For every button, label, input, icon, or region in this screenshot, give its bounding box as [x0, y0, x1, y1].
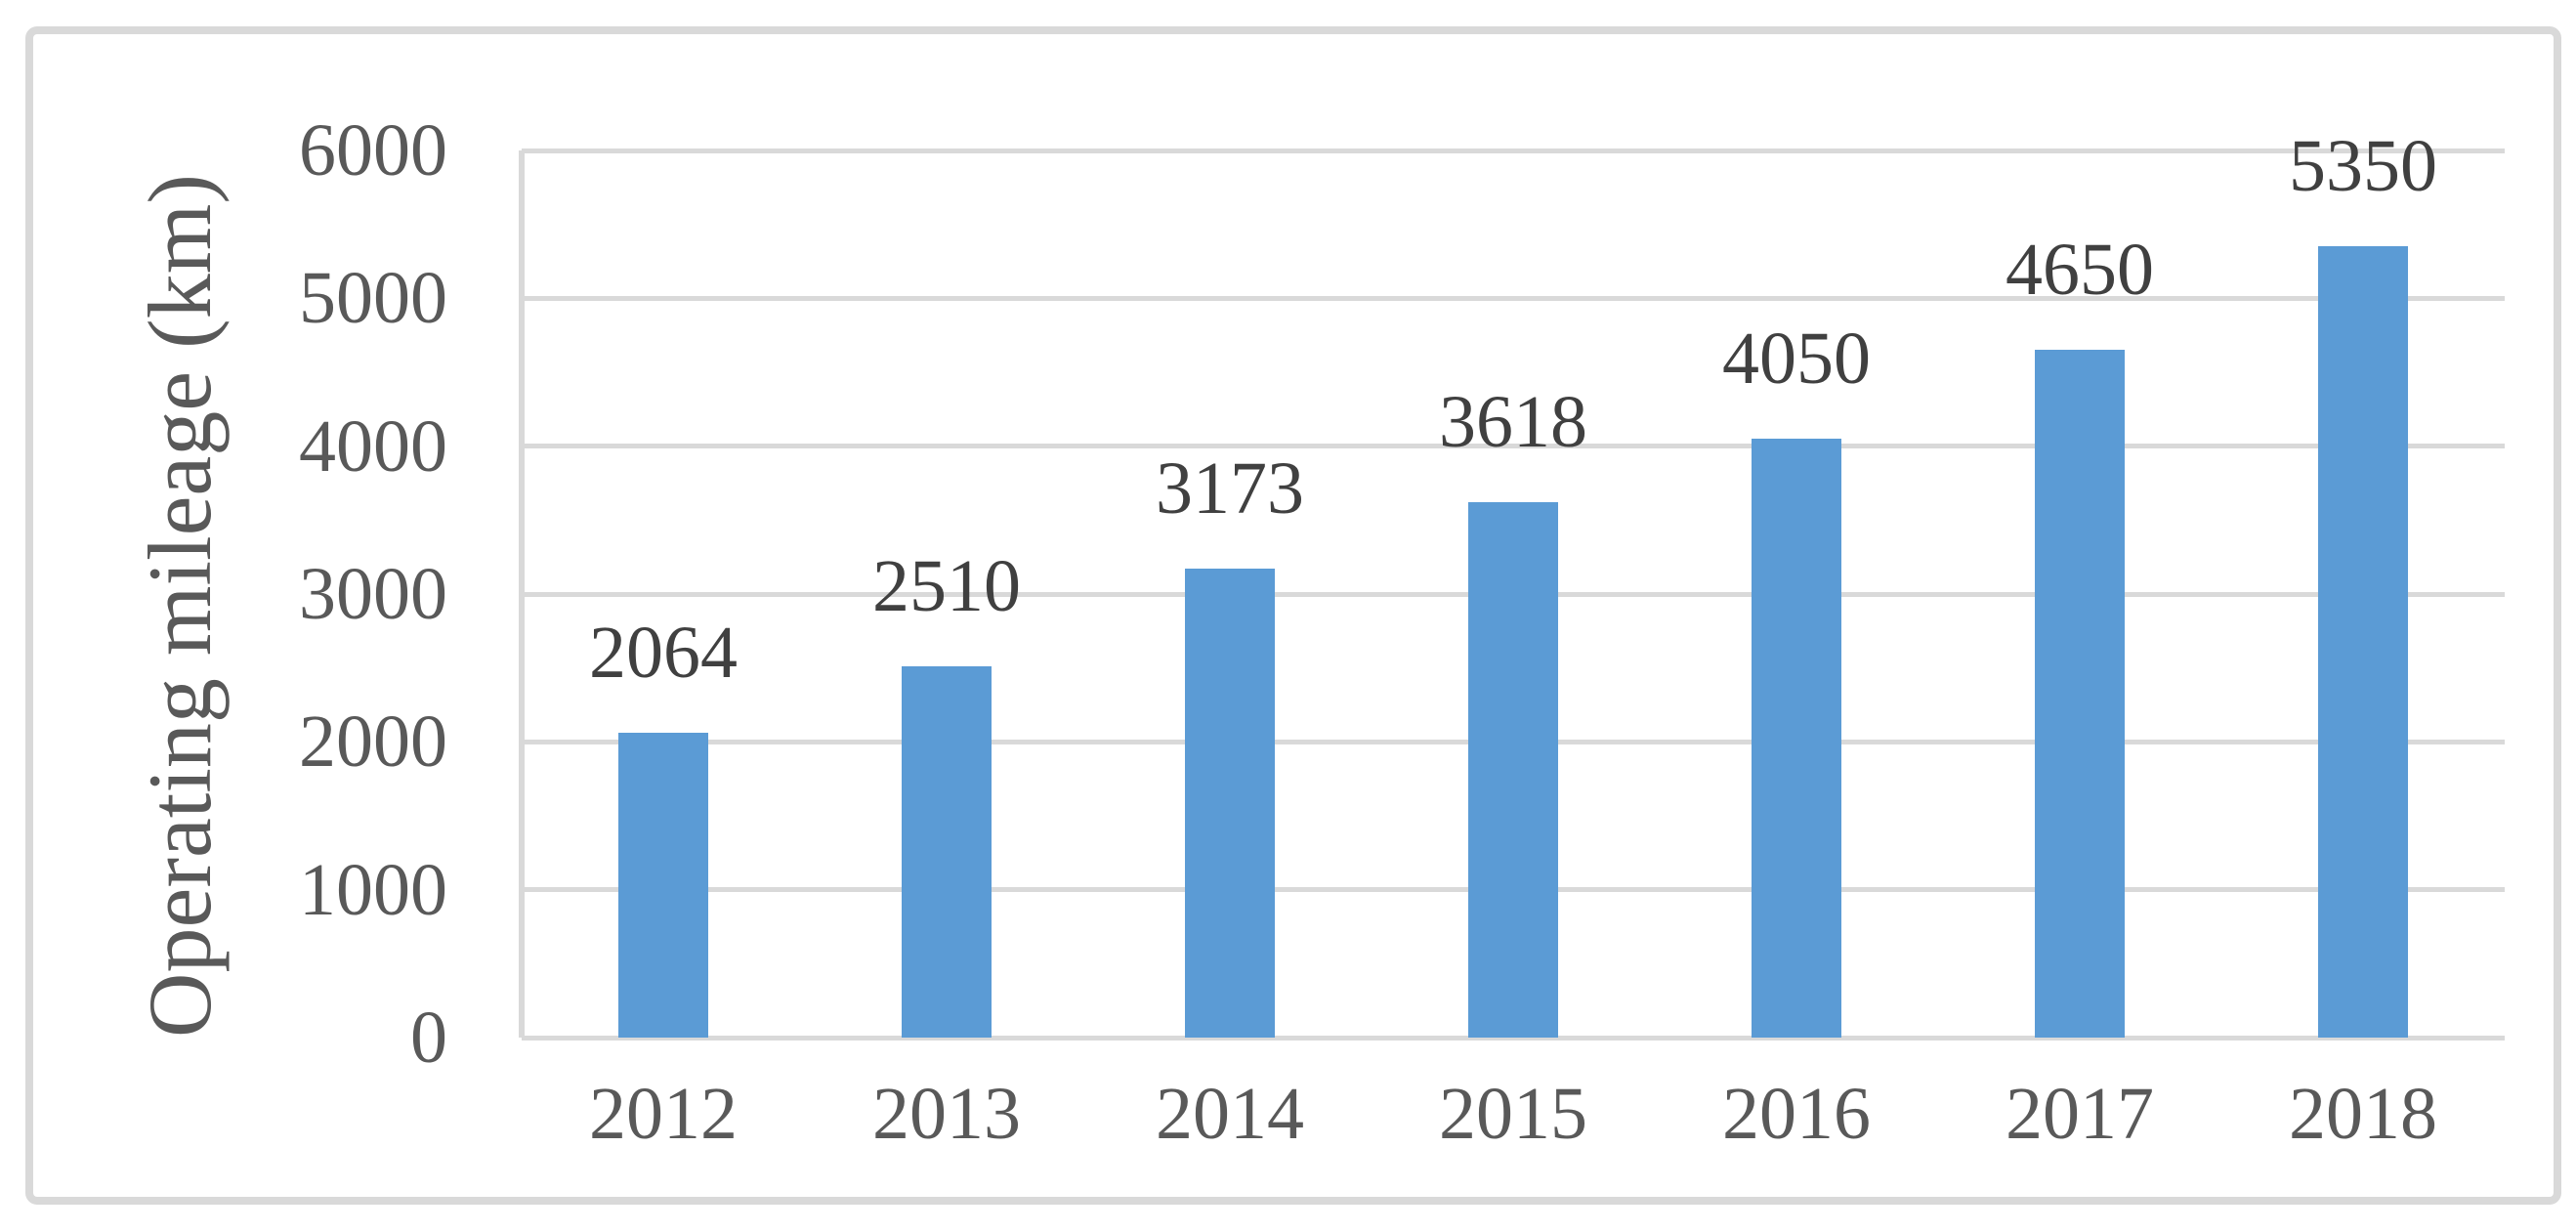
y-tick-label-1000: 1000 [299, 848, 447, 931]
y-tick-label-0: 0 [410, 997, 447, 1079]
bar-2015 [1468, 502, 1558, 1038]
x-tick-label-2017: 2017 [2006, 1073, 2154, 1155]
x-tick-label-2014: 2014 [1156, 1073, 1304, 1155]
y-tick-label-5000: 5000 [299, 257, 447, 340]
y-tick-label-6000: 6000 [299, 109, 447, 191]
x-tick-label-2015: 2015 [1439, 1073, 1587, 1155]
y-tick-label-2000: 2000 [299, 701, 447, 784]
gridline-6000 [522, 148, 2505, 153]
chart-frame: Operating mileage (km) 0 1000 2000 3000 4000… [25, 26, 2561, 1205]
x-tick-label-2012: 2012 [589, 1073, 738, 1155]
data-label-2018: 5350 [2289, 125, 2437, 208]
plot-area: 2064 2510 3173 3618 4050 4650 5350 [519, 129, 2505, 1041]
gridline-4000 [522, 444, 2505, 449]
x-tick-label-2016: 2016 [1722, 1073, 1871, 1155]
x-tick-label-2018: 2018 [2289, 1073, 2437, 1155]
gridline-0 [522, 1035, 2505, 1041]
x-tick-label-2013: 2013 [872, 1073, 1021, 1155]
data-label-2014: 3173 [1156, 446, 1304, 530]
data-label-2013: 2510 [872, 545, 1021, 628]
bar-2014 [1185, 568, 1275, 1038]
bar-2018 [2318, 246, 2408, 1038]
data-label-2016: 4050 [1722, 318, 1871, 401]
data-label-2015: 3618 [1439, 381, 1587, 464]
bar-2017 [2035, 350, 2125, 1038]
data-label-2017: 4650 [2006, 229, 2154, 312]
bar-2016 [1752, 439, 1841, 1038]
bar-2013 [902, 666, 992, 1038]
data-label-2012: 2064 [589, 611, 738, 694]
x-axis-ticks: 2012 2013 2014 2015 2016 2017 2018 [522, 1077, 2505, 1184]
y-tick-label-3000: 3000 [299, 553, 447, 635]
bar-2012 [618, 732, 708, 1038]
y-axis-ticks: 0 1000 2000 3000 4000 5000 6000 [33, 113, 447, 1075]
y-tick-label-4000: 4000 [299, 404, 447, 488]
gridline-5000 [522, 295, 2505, 301]
